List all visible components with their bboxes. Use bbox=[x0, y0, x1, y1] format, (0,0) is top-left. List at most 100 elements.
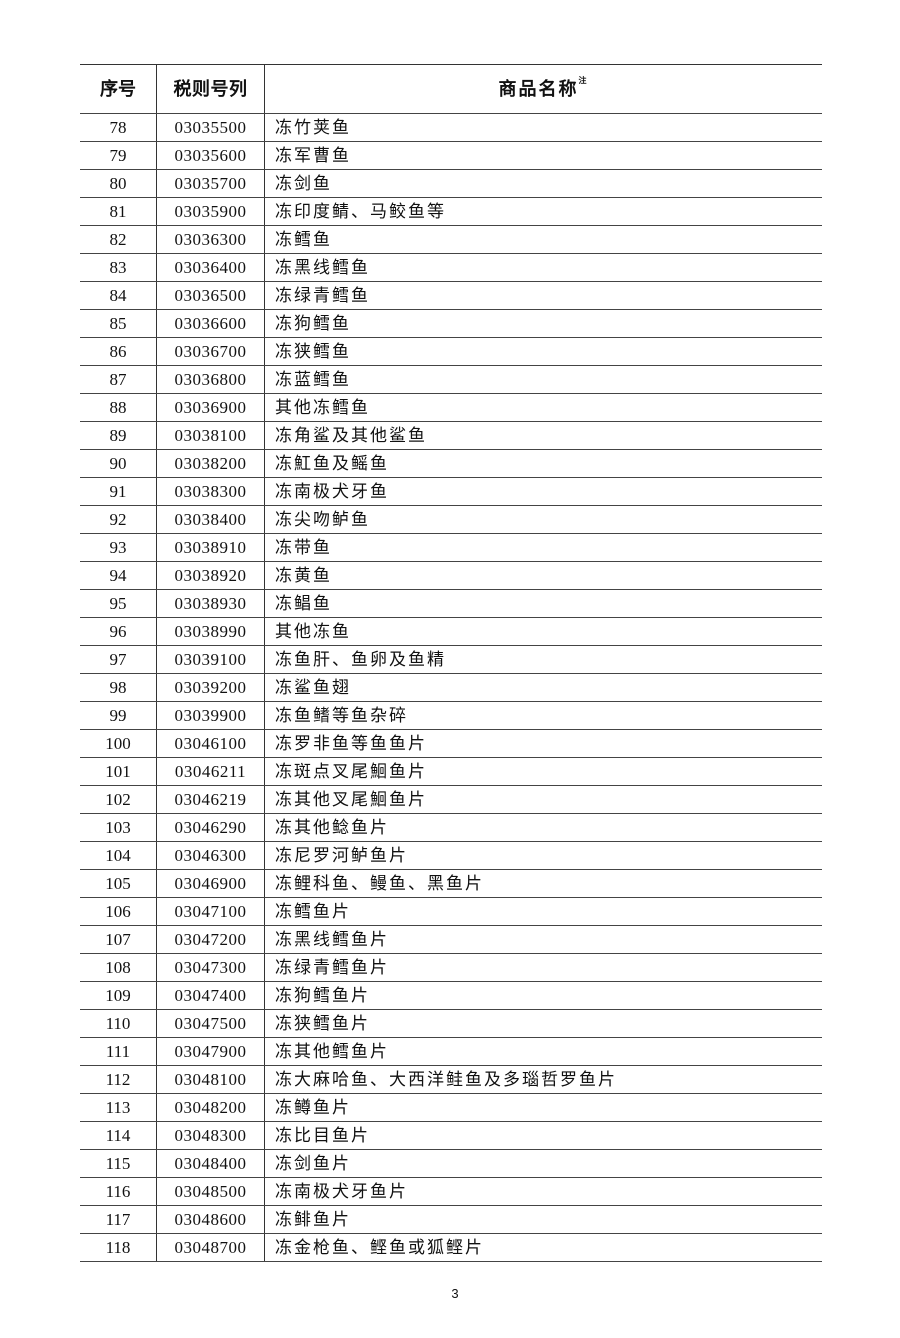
cell-name: 冻竹荚鱼 bbox=[264, 113, 822, 142]
header-seq: 序号 bbox=[80, 64, 157, 114]
cell-name: 冻黑线鳕鱼片 bbox=[264, 925, 822, 954]
table-row: 109 03047400 冻狗鳕鱼片 bbox=[80, 981, 822, 1010]
table-row: 113 03048200 冻鳟鱼片 bbox=[80, 1093, 822, 1122]
cell-code: 03038100 bbox=[156, 421, 265, 450]
cell-code: 03048400 bbox=[156, 1149, 265, 1178]
cell-seq: 110 bbox=[80, 1009, 157, 1038]
table-row: 78 03035500 冻竹荚鱼 bbox=[80, 113, 822, 142]
header-name-text: 商品名称 bbox=[498, 78, 579, 100]
cell-name: 冻魟鱼及鳐鱼 bbox=[264, 449, 822, 478]
cell-code: 03038910 bbox=[156, 533, 265, 562]
table-row: 101 03046211 冻斑点叉尾鮰鱼片 bbox=[80, 757, 822, 786]
cell-code: 03048300 bbox=[156, 1121, 265, 1150]
cell-name: 冻蓝鳕鱼 bbox=[264, 365, 822, 394]
cell-seq: 96 bbox=[80, 617, 157, 646]
cell-seq: 80 bbox=[80, 169, 157, 198]
cell-seq: 99 bbox=[80, 701, 157, 730]
table-row: 88 03036900 其他冻鳕鱼 bbox=[80, 393, 822, 422]
cell-code: 03036700 bbox=[156, 337, 265, 366]
cell-seq: 107 bbox=[80, 925, 157, 954]
cell-seq: 85 bbox=[80, 309, 157, 338]
cell-code: 03048700 bbox=[156, 1233, 265, 1262]
table-row: 111 03047900 冻其他鳕鱼片 bbox=[80, 1037, 822, 1066]
cell-name: 冻绿青鳕鱼 bbox=[264, 281, 822, 310]
cell-name: 冻狗鳕鱼片 bbox=[264, 981, 822, 1010]
table-row: 86 03036700 冻狭鳕鱼 bbox=[80, 337, 822, 366]
cell-seq: 118 bbox=[80, 1233, 157, 1262]
cell-code: 03048500 bbox=[156, 1177, 265, 1206]
cell-name: 冻尼罗河鲈鱼片 bbox=[264, 841, 822, 870]
table-row: 99 03039900 冻鱼鳍等鱼杂碎 bbox=[80, 701, 822, 730]
cell-code: 03047500 bbox=[156, 1009, 265, 1038]
cell-code: 03035500 bbox=[156, 113, 265, 142]
cell-code: 03038300 bbox=[156, 477, 265, 506]
cell-code: 03039200 bbox=[156, 673, 265, 702]
cell-seq: 112 bbox=[80, 1065, 157, 1094]
cell-code: 03048200 bbox=[156, 1093, 265, 1122]
table-row: 85 03036600 冻狗鳕鱼 bbox=[80, 309, 822, 338]
cell-name: 冻鲱鱼片 bbox=[264, 1205, 822, 1234]
cell-name: 冻金枪鱼、鲣鱼或狐鲣片 bbox=[264, 1233, 822, 1262]
table-row: 108 03047300 冻绿青鳕鱼片 bbox=[80, 953, 822, 982]
cell-name: 冻狗鳕鱼 bbox=[264, 309, 822, 338]
table-row: 118 03048700 冻金枪鱼、鲣鱼或狐鲣片 bbox=[80, 1233, 822, 1262]
table-row: 83 03036400 冻黑线鳕鱼 bbox=[80, 253, 822, 282]
cell-name: 冻其他叉尾鮰鱼片 bbox=[264, 785, 822, 814]
cell-code: 03036300 bbox=[156, 225, 265, 254]
cell-seq: 91 bbox=[80, 477, 157, 506]
cell-name: 冻罗非鱼等鱼鱼片 bbox=[264, 729, 822, 758]
cell-code: 03046290 bbox=[156, 813, 265, 842]
table-row: 100 03046100 冻罗非鱼等鱼鱼片 bbox=[80, 729, 822, 758]
cell-code: 03038200 bbox=[156, 449, 265, 478]
cell-seq: 100 bbox=[80, 729, 157, 758]
cell-name: 冻印度鲭、马鲛鱼等 bbox=[264, 197, 822, 226]
header-row: 序号 税则号列 商品名称注 bbox=[80, 64, 822, 114]
cell-name: 冻其他鳕鱼片 bbox=[264, 1037, 822, 1066]
cell-seq: 101 bbox=[80, 757, 157, 786]
table-row: 90 03038200 冻魟鱼及鳐鱼 bbox=[80, 449, 822, 478]
cell-seq: 92 bbox=[80, 505, 157, 534]
cell-seq: 103 bbox=[80, 813, 157, 842]
cell-code: 03048100 bbox=[156, 1065, 265, 1094]
table-row: 94 03038920 冻黄鱼 bbox=[80, 561, 822, 590]
cell-code: 03047400 bbox=[156, 981, 265, 1010]
table-row: 95 03038930 冻鲳鱼 bbox=[80, 589, 822, 618]
tariff-table: 序号 税则号列 商品名称注 78 03035500 冻竹荚鱼 79 03035600 冻军… bbox=[80, 64, 822, 1262]
table-row: 117 03048600 冻鲱鱼片 bbox=[80, 1205, 822, 1234]
header-name: 商品名称注 bbox=[264, 64, 822, 114]
cell-code: 03035700 bbox=[156, 169, 265, 198]
cell-code: 03035600 bbox=[156, 141, 265, 170]
table-row: 114 03048300 冻比目鱼片 bbox=[80, 1121, 822, 1150]
cell-seq: 109 bbox=[80, 981, 157, 1010]
cell-name: 冻军曹鱼 bbox=[264, 141, 822, 170]
cell-code: 03035900 bbox=[156, 197, 265, 226]
table-row: 116 03048500 冻南极犬牙鱼片 bbox=[80, 1177, 822, 1206]
cell-seq: 81 bbox=[80, 197, 157, 226]
cell-name: 冻鲨鱼翅 bbox=[264, 673, 822, 702]
cell-name: 冻鲳鱼 bbox=[264, 589, 822, 618]
cell-seq: 108 bbox=[80, 953, 157, 982]
cell-seq: 90 bbox=[80, 449, 157, 478]
cell-name: 冻狭鳕鱼 bbox=[264, 337, 822, 366]
table-row: 107 03047200 冻黑线鳕鱼片 bbox=[80, 925, 822, 954]
cell-name: 冻比目鱼片 bbox=[264, 1121, 822, 1150]
cell-seq: 102 bbox=[80, 785, 157, 814]
cell-seq: 113 bbox=[80, 1093, 157, 1122]
cell-name: 冻斑点叉尾鮰鱼片 bbox=[264, 757, 822, 786]
cell-name: 冻剑鱼片 bbox=[264, 1149, 822, 1178]
cell-code: 03047900 bbox=[156, 1037, 265, 1066]
cell-code: 03046100 bbox=[156, 729, 265, 758]
cell-seq: 89 bbox=[80, 421, 157, 450]
table-row: 115 03048400 冻剑鱼片 bbox=[80, 1149, 822, 1178]
cell-seq: 105 bbox=[80, 869, 157, 898]
cell-name: 冻鱼肝、鱼卵及鱼精 bbox=[264, 645, 822, 674]
table-row: 89 03038100 冻角鲨及其他鲨鱼 bbox=[80, 421, 822, 450]
cell-name: 冻狭鳕鱼片 bbox=[264, 1009, 822, 1038]
note-mark: 注 bbox=[578, 75, 589, 85]
cell-code: 03048600 bbox=[156, 1205, 265, 1234]
cell-seq: 87 bbox=[80, 365, 157, 394]
cell-code: 03036800 bbox=[156, 365, 265, 394]
cell-name: 冻鲤科鱼、鳗鱼、黑鱼片 bbox=[264, 869, 822, 898]
table-row: 82 03036300 冻鳕鱼 bbox=[80, 225, 822, 254]
cell-name: 其他冻鳕鱼 bbox=[264, 393, 822, 422]
